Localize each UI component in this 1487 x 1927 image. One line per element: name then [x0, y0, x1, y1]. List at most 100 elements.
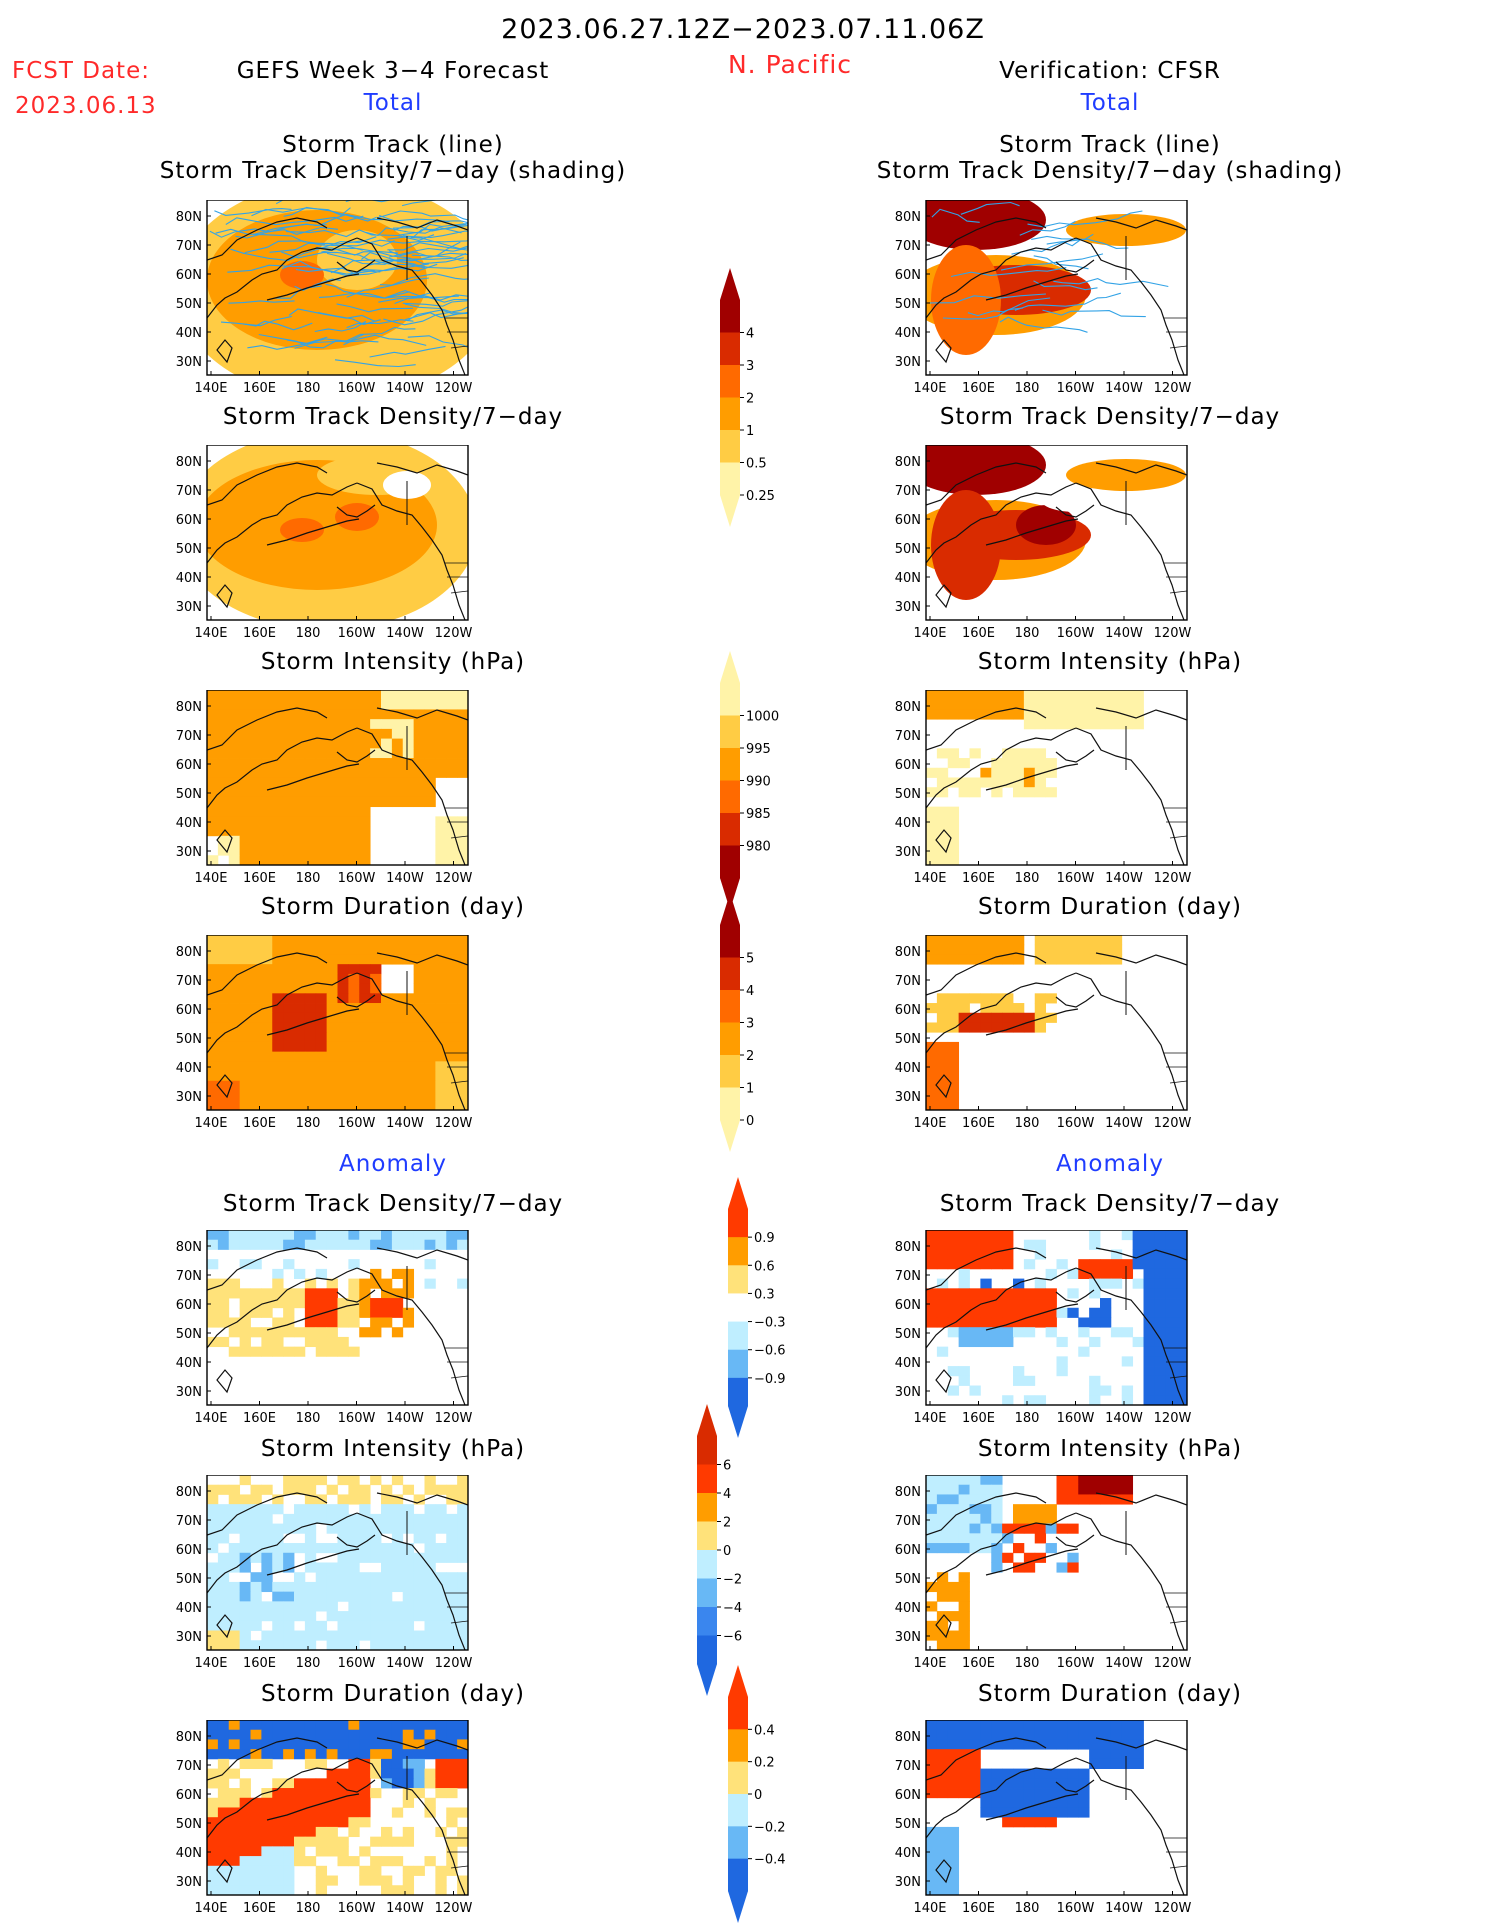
lon-label: 160E [243, 1901, 276, 1916]
lon-label: 140E [194, 626, 227, 641]
duration-anomaly-colorbar: 0.4 0.2 0 −0.2 −0.4 [728, 1665, 786, 1923]
lat-label: 60N [176, 1003, 202, 1018]
colorbar-label: −0.6 [754, 1344, 786, 1359]
lat-label: 30N [176, 600, 202, 615]
lat-label: 40N [895, 1846, 921, 1861]
gefs-intensity-anomaly-map: 80N 70N 60N 50N 40N 30N 140E 160E 180 160W 140W 120… [176, 1475, 472, 1671]
colorbar-label: 2 [746, 392, 754, 407]
lon-label: 140W [1105, 1656, 1143, 1671]
lat-label: 30N [895, 1630, 921, 1645]
lat-label: 30N [895, 1875, 921, 1890]
lon-label: 180 [1015, 381, 1040, 396]
lon-label: 160W [338, 1901, 376, 1916]
lon-label: 140E [913, 1901, 946, 1916]
lat-label: 50N [895, 542, 921, 557]
lon-label: 120W [1154, 1656, 1192, 1671]
lat-label: 30N [176, 355, 202, 370]
lat-label: 60N [895, 1788, 921, 1803]
lon-label: 180 [296, 1656, 321, 1671]
lat-label: 30N [895, 1385, 921, 1400]
left-anomaly-label: Anomaly [339, 1151, 447, 1177]
l1-title-line1: Storm Track (line) [282, 132, 504, 158]
lat-label: 70N [176, 239, 202, 254]
lon-label: 140W [386, 1656, 424, 1671]
lat-label: 30N [176, 1090, 202, 1105]
lon-label: 180 [296, 871, 321, 886]
lat-label: 50N [176, 1572, 202, 1587]
colorbar-label: −0.3 [754, 1316, 786, 1331]
lat-label: 50N [895, 1572, 921, 1587]
lon-label: 160W [1057, 1656, 1095, 1671]
duration-total-colorbar: 5 4 3 2 1 0 [720, 893, 754, 1152]
l7-title: Storm Duration (day) [261, 1681, 525, 1707]
l4-title: Storm Duration (day) [261, 894, 525, 920]
lon-label: 160E [243, 626, 276, 641]
lon-label: 160W [338, 626, 376, 641]
lat-label: 40N [895, 816, 921, 831]
lat-label: 70N [895, 484, 921, 499]
lat-label: 40N [895, 571, 921, 586]
lon-label: 180 [1015, 1411, 1040, 1426]
colorbar-label: 0.25 [746, 489, 775, 504]
lon-label: 160W [1057, 1116, 1095, 1131]
lon-label: 160W [338, 871, 376, 886]
lat-label: 80N [176, 455, 202, 470]
lat-label: 30N [895, 600, 921, 615]
lat-label: 50N [176, 1032, 202, 1047]
lat-label: 30N [176, 1630, 202, 1645]
lon-label: 160E [243, 381, 276, 396]
lat-label: 80N [176, 945, 202, 960]
lat-label: 50N [176, 1817, 202, 1832]
lon-label: 160E [962, 381, 995, 396]
lon-label: 160W [1057, 871, 1095, 886]
colorbar-label: 985 [746, 807, 771, 822]
lon-label: 140E [194, 381, 227, 396]
cfsr-density-map: 80N 70N 60N 50N 40N 30N 140E 160E 180 160W 140W 120… [895, 445, 1191, 641]
colorbar-label: 4 [746, 327, 754, 342]
intensity-anomaly-colorbar: 6 4 2 0 −2 −4 −6 [697, 1404, 742, 1696]
density-total-colorbar: 4 3 2 1 0.5 0.25 [720, 268, 775, 527]
lat-label: 60N [895, 1298, 921, 1313]
right-total-label: Total [1080, 90, 1140, 116]
colorbar-label: 6 [723, 1459, 731, 1474]
lon-label: 160W [338, 1116, 376, 1131]
right-anomaly-label: Anomaly [1056, 1151, 1164, 1177]
lon-label: 140E [194, 1411, 227, 1426]
lon-label: 140E [194, 1901, 227, 1916]
r4-title: Storm Duration (day) [978, 894, 1242, 920]
lat-label: 60N [176, 1543, 202, 1558]
lat-label: 30N [176, 1875, 202, 1890]
cfsr-density-anomaly-map: 80N 70N 60N 50N 40N 30N 140E 160E 180 160W 140W 120… [895, 1230, 1191, 1426]
lon-label: 140W [386, 381, 424, 396]
left-column-title: GEFS Week 3−4 Forecast [236, 58, 550, 84]
lon-label: 160W [1057, 1901, 1095, 1916]
colorbar-label: −6 [723, 1630, 742, 1645]
fcst-date-label: FCST Date: [12, 58, 150, 84]
lon-label: 140E [194, 1116, 227, 1131]
lat-label: 40N [176, 326, 202, 341]
cfsr-duration-anomaly-map: 80N 70N 60N 50N 40N 30N 140E 160E 180 160W 140W 120… [895, 1720, 1191, 1916]
lon-label: 140E [913, 1656, 946, 1671]
lon-label: 140E [913, 1411, 946, 1426]
colorbar-label: 3 [746, 1017, 754, 1032]
lat-label: 80N [895, 1730, 921, 1745]
lat-label: 40N [895, 326, 921, 341]
gefs-density-anomaly-map: 80N 70N 60N 50N 40N 30N 140E 160E 180 160W 140W 120… [176, 1230, 472, 1426]
gefs-duration-anomaly-map: 80N 70N 60N 50N 40N 30N 140E 160E 180 160W 140W 120… [176, 1720, 472, 1916]
lon-label: 120W [435, 871, 473, 886]
lat-label: 50N [176, 297, 202, 312]
lat-label: 50N [895, 1817, 921, 1832]
lat-label: 40N [176, 571, 202, 586]
lat-label: 60N [895, 1003, 921, 1018]
lat-label: 60N [176, 758, 202, 773]
lon-label: 160W [338, 1411, 376, 1426]
lat-label: 70N [895, 1514, 921, 1529]
colorbar-label: 1000 [746, 710, 779, 725]
lon-label: 160E [243, 1411, 276, 1426]
region-title: N. Pacific [727, 50, 853, 79]
lat-label: 50N [176, 787, 202, 802]
colorbar-label: 0.3 [754, 1287, 775, 1302]
lat-label: 80N [176, 1485, 202, 1500]
lat-label: 70N [895, 1269, 921, 1284]
lon-label: 160E [962, 1116, 995, 1131]
